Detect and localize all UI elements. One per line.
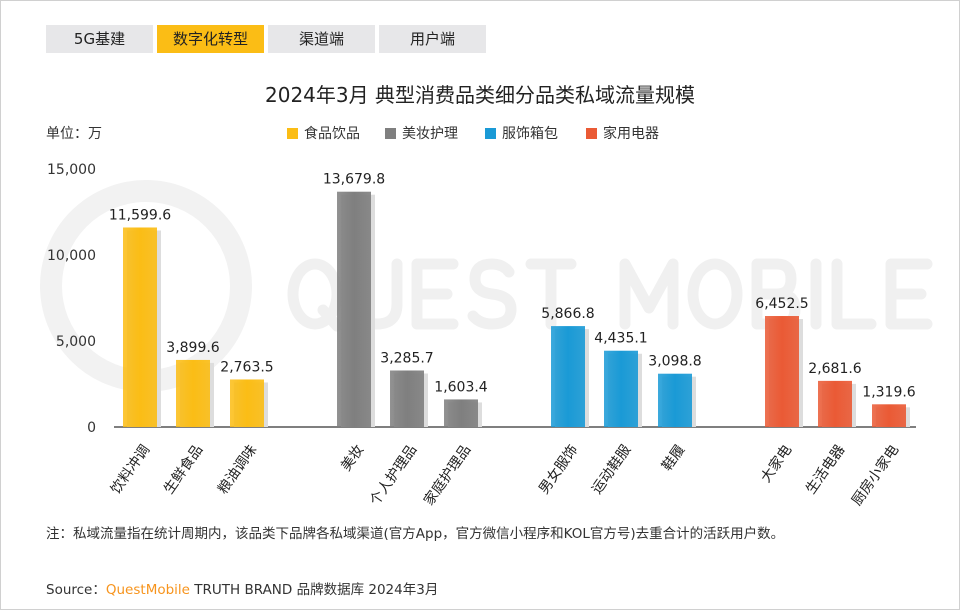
- legend-swatch: [485, 128, 496, 139]
- source-prefix: Source：: [46, 582, 106, 598]
- x-tick-label: 鞋履: [659, 442, 688, 474]
- data-label: 1,319.6: [862, 384, 916, 400]
- legend-swatch: [586, 128, 597, 139]
- bar: [765, 316, 799, 427]
- bar: [230, 379, 264, 427]
- bar-chart: 0 5,000 10,000 15,000 11,599.6 饮料冲调 3,899.6 生鲜食…: [47, 162, 916, 509]
- data-label: 3,899.6: [166, 340, 220, 356]
- tab-3[interactable]: 用户端: [379, 25, 486, 53]
- bar: [551, 326, 585, 427]
- chart-title: 2024年3月 典型消费品类细分品类私域流量规模: [265, 83, 695, 107]
- watermark-lettering: [287, 258, 933, 332]
- watermark-letter: [687, 258, 743, 330]
- bar: [444, 399, 478, 427]
- x-tick-label: 大家电: [757, 442, 795, 486]
- watermark-letter: [831, 258, 877, 330]
- brand-name: QuestMobile: [105, 582, 190, 598]
- x-tick-label: 家庭护理品: [420, 442, 474, 509]
- bar: [123, 227, 157, 427]
- legend-item: 食品饮品: [287, 123, 360, 143]
- data-label: 3,098.8: [648, 354, 701, 370]
- legend-label: 美妆护理: [402, 126, 458, 142]
- legend-label: 家用电器: [603, 126, 659, 142]
- x-tick-label: 个人护理品: [367, 442, 420, 509]
- watermark-letter: [885, 258, 933, 330]
- y-tick-label: 15,000: [47, 162, 96, 178]
- bar: [658, 373, 692, 427]
- data-label: 1,603.4: [434, 379, 488, 395]
- x-tick-label: 生鲜食品: [160, 442, 206, 498]
- bar: [604, 350, 638, 427]
- tab-0[interactable]: 5G基建: [46, 25, 153, 53]
- legend-label: 食品饮品: [304, 126, 360, 142]
- bar: [818, 380, 852, 427]
- footnote: 注：私域流量指在统计周期内，该品类下品牌各私域渠道(官方App，官方微信小程序和…: [46, 526, 785, 542]
- data-label: 11,599.6: [109, 207, 171, 223]
- data-label: 5,866.8: [541, 306, 594, 322]
- source-line: Source：QuestMobile TRUTH BRAND 品牌数据库 202…: [46, 578, 438, 598]
- watermark-letter: [411, 258, 459, 330]
- legend-item: 家用电器: [586, 123, 659, 143]
- x-tick-label: 生活电器: [803, 442, 848, 497]
- tab-2[interactable]: 渠道端: [268, 25, 375, 53]
- unit-label: 单位：万: [46, 126, 102, 142]
- watermark-letter: [287, 258, 343, 332]
- x-tick-label: 男女服饰: [535, 442, 581, 498]
- source-text: TRUTH BRAND 品牌数据库 2024年3月: [189, 582, 439, 598]
- y-tick-label: 0: [87, 420, 96, 436]
- legend-item: 美妆护理: [385, 123, 458, 143]
- watermark-letter: [619, 258, 679, 330]
- bar: [176, 359, 210, 427]
- data-label: 2,681.6: [808, 361, 862, 377]
- legend-swatch: [385, 128, 396, 139]
- y-tick-label: 5,000: [56, 334, 96, 350]
- x-tick-label: 粮油调味: [215, 442, 260, 497]
- watermark-letter: [525, 258, 577, 330]
- data-label: 13,679.8: [323, 172, 385, 188]
- watermark-letter: [467, 258, 517, 330]
- legend-item: 服饰箱包: [485, 123, 558, 143]
- data-label: 2,763.5: [220, 359, 273, 375]
- x-tick-label: 美妆: [338, 442, 367, 474]
- data-label: 6,452.5: [755, 296, 808, 312]
- bar: [390, 370, 424, 427]
- bar: [337, 191, 371, 427]
- legend-swatch: [287, 128, 298, 139]
- data-label: 4,435.1: [594, 331, 647, 347]
- data-label: 3,285.7: [380, 350, 433, 366]
- x-tick-label: 饮料冲调: [108, 442, 153, 497]
- y-tick-label: 10,000: [47, 248, 96, 264]
- bar: [872, 404, 906, 427]
- x-tick-label: 运动鞋服: [589, 442, 634, 497]
- x-tick-label: 厨房小家电: [848, 442, 902, 509]
- tab-1[interactable]: 数字化转型: [157, 25, 264, 53]
- legend-label: 服饰箱包: [502, 126, 558, 142]
